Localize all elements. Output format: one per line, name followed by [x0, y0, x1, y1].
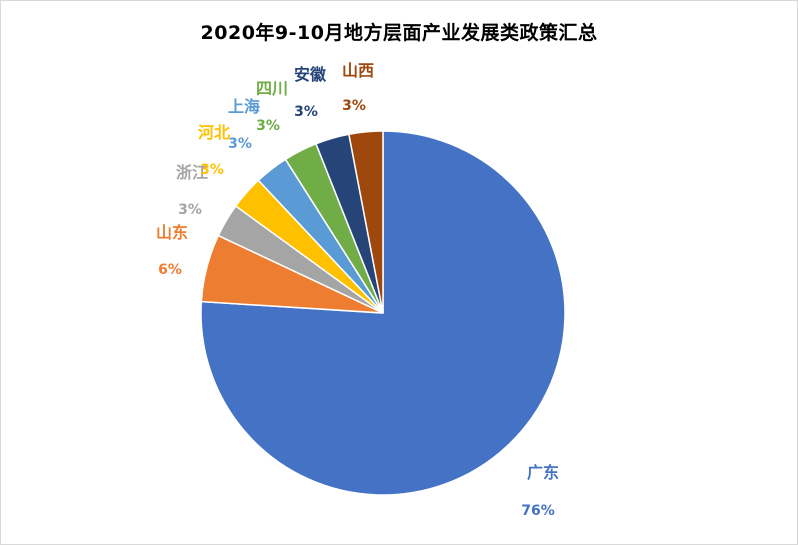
pie-slice-8: [348, 130, 384, 314]
slice-value-label: 3%: [342, 98, 366, 114]
pie-slices: [200, 130, 566, 496]
slice-name-label: 山东: [156, 223, 188, 242]
slice-value-label: 76%: [521, 503, 555, 519]
slice-name-label: 浙江: [176, 163, 208, 182]
slice-value-label: 3%: [256, 118, 280, 134]
pie-slice-1: [200, 130, 566, 496]
slice-value-label: 3%: [200, 162, 224, 178]
slice-value-label: 3%: [294, 104, 318, 120]
slice-value-label: 6%: [158, 262, 182, 278]
slice-value-label: 3%: [178, 202, 202, 218]
slice-name-label: 山西: [342, 61, 374, 80]
slice-name-label: 河北: [198, 123, 230, 142]
slice-value-label: 3%: [228, 136, 252, 152]
slice-name-label: 上海: [228, 97, 260, 116]
slice-name-label: 四川: [256, 79, 288, 98]
chart-title: 2020年9-10月地方层面产业发展类政策汇总: [200, 22, 598, 44]
slice-name-label: 安徽: [294, 65, 327, 84]
slice-name-label: 广东: [527, 463, 559, 482]
